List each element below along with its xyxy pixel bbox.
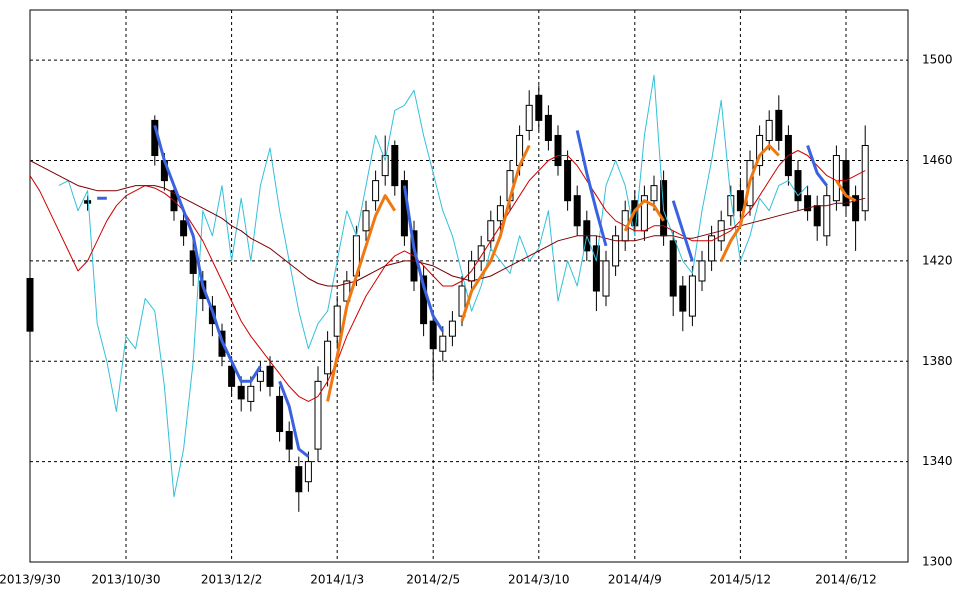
candle-body [669, 240, 677, 297]
plot-frame [29, 9, 909, 563]
candle-body [285, 431, 293, 450]
candle-body [496, 205, 504, 222]
indicator-line [29, 160, 866, 287]
candle-body [573, 195, 581, 227]
candle-body [564, 160, 572, 202]
candle-body [314, 380, 322, 450]
y-tick-label: 1500 [922, 53, 953, 67]
indicator-line [326, 144, 857, 402]
candle-body [823, 195, 831, 237]
candle-body [535, 94, 543, 121]
candle-body [295, 466, 303, 493]
candle-body [477, 245, 485, 262]
candle-body [333, 305, 341, 337]
y-tick-label: 1300 [922, 555, 953, 569]
candle-body [602, 260, 610, 297]
candle-body [381, 155, 389, 177]
candle-body [429, 320, 437, 350]
x-tick-label: 2014/1/3 [310, 573, 364, 587]
x-tick-label: 2014/4/9 [608, 573, 662, 587]
candle-body [256, 370, 264, 382]
candle-body [324, 340, 332, 375]
candle-body [813, 205, 821, 227]
candle-body [544, 114, 552, 141]
candle-body [804, 195, 812, 212]
candle-body [237, 385, 245, 400]
indicator-line [97, 125, 828, 458]
x-tick-label: 2013/9/30 [0, 573, 61, 587]
x-tick-label: 2013/12/2 [201, 573, 263, 587]
candle-body [650, 185, 658, 202]
y-tick-label: 1420 [922, 253, 953, 267]
candle-body [84, 200, 92, 204]
x-tick-label: 2014/3/10 [508, 573, 570, 587]
candle-body [247, 385, 255, 402]
candle-body [228, 365, 236, 387]
candle-body [372, 180, 380, 202]
indicator-line [29, 150, 866, 402]
candle-body [554, 134, 562, 167]
candle-body [765, 119, 773, 141]
y-tick-label: 1380 [922, 354, 953, 368]
candle-body [343, 280, 351, 302]
x-tick-label: 2014/6/12 [815, 573, 877, 587]
candle-body [26, 277, 34, 332]
candle-body [852, 195, 860, 222]
candle-body [189, 250, 197, 274]
candle-body [276, 395, 284, 433]
candle-body [439, 335, 447, 352]
candle-body [698, 260, 706, 282]
candle-body [708, 235, 716, 262]
candle-body [832, 155, 840, 202]
candle-body [362, 210, 370, 232]
candle-body [592, 245, 600, 292]
x-tick-label: 2013/10/30 [91, 573, 160, 587]
candle-body [304, 461, 312, 483]
candle-body [525, 104, 533, 131]
candle-body [448, 320, 456, 337]
candle-body [391, 144, 399, 187]
candle-body [458, 285, 466, 317]
candle-body [180, 220, 188, 237]
candle-body [736, 190, 744, 212]
candle-body [794, 170, 802, 202]
candle-body [266, 365, 274, 387]
x-tick-label: 2014/5/12 [710, 573, 772, 587]
x-tick-label: 2014/2/5 [406, 573, 460, 587]
candle-body [688, 275, 696, 317]
candle-body [612, 235, 620, 267]
indicator-line [58, 74, 808, 498]
y-tick-label: 1340 [922, 454, 953, 468]
candle-body [775, 109, 783, 141]
candle-body [842, 160, 850, 207]
y-tick-label: 1460 [922, 153, 953, 167]
candle-body [679, 285, 687, 312]
candle-body [861, 144, 869, 212]
